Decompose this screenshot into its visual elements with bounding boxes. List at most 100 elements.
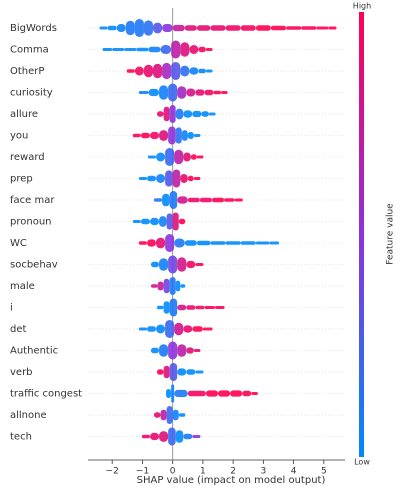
swarm-bin [160,45,172,54]
x-tick-label: 4 [291,467,297,477]
feature-label: tech [10,432,32,443]
swarm-bin [230,390,243,397]
swarm-bin [162,62,172,80]
swarm-bin [146,326,157,332]
colorbar-low: Low [354,458,370,467]
swarm-bin [163,301,170,314]
swarm-bin [177,86,187,99]
swarm-bin [180,42,190,57]
swarm-bin [218,390,231,397]
swarm-bin [169,277,176,295]
swarm-bin [316,26,329,30]
swarm-bin [174,389,188,398]
swarm-bin [124,48,137,51]
swarm-bin [286,26,302,30]
swarm-bin [178,413,186,417]
feature-label: WC [10,238,27,249]
swarm-bin [186,347,194,354]
x-tick-label: 0 [170,467,176,477]
swarm-bin [174,322,184,336]
swarm-bin [168,427,176,446]
swarm-bin [187,175,194,182]
swarm-bin [186,305,196,310]
swarm-bin [184,25,197,31]
swarm-bin [172,169,181,188]
feature-label: socbehav [10,260,58,271]
swarm-bin [180,284,186,288]
swarm-bin [168,341,178,360]
swarm-bin [224,198,235,202]
swarm-bin [234,198,243,202]
swarm-bin [156,111,164,117]
x-tick-label: 3 [260,467,266,477]
swarm-bin [146,175,157,182]
swarm-bin [150,347,160,354]
swarm-bin [146,239,157,247]
swarm-bin [201,111,209,117]
swarm-bin [140,218,150,225]
swarm-bin [202,327,213,331]
swarm-bin [204,306,215,309]
swarm-bin [196,25,211,31]
swarm-bin [186,260,196,269]
swarm-bin [156,237,166,249]
swarm-bin [172,24,185,32]
swarm-bin [132,133,141,138]
swarm-bin [240,25,256,31]
swarm-bin [172,212,179,231]
swarm-bin [138,91,149,94]
swarm-bin [140,132,150,139]
swarm-bin [156,305,164,310]
swarm-bin [138,241,147,245]
swarm-bin [165,170,173,187]
colorbar-high: High [353,2,371,11]
swarm-bin [195,263,204,266]
swarm-bin [301,26,317,30]
feature-label: traffic congest [10,389,82,400]
swarm-bin [186,88,196,97]
swarm-bin [180,65,190,77]
swarm-bin [168,255,178,274]
swarm-bin [177,368,187,376]
swarm-bin [175,108,184,120]
swarm-bin [328,26,337,30]
feature-label: face mar [10,195,55,206]
feature-label: OtherP [10,66,44,77]
swarm-bin [165,148,175,166]
feature-label: Comma [10,45,49,56]
swarm-bin [163,106,170,122]
swarm-bin [107,25,117,31]
swarm-bin [208,112,216,116]
swarm-bin [171,384,175,403]
swarm-bin [189,67,199,75]
swarm-bin [175,430,184,443]
swarm-bin [169,298,178,317]
swarm-bin [195,305,205,310]
swarm-bin [166,389,172,398]
swarm-bin [168,83,178,102]
swarm-bin [178,218,186,225]
swarm-bin [126,69,135,73]
swarm-bin [138,177,147,180]
swarm-bin [195,89,205,96]
swarm-bin [198,46,206,53]
swarm-bin [156,152,166,162]
swarm-bin [166,406,173,424]
swarm-bin [175,280,181,292]
swarm-bin [157,281,164,291]
swarm-bin [149,131,160,140]
swarm-bin [211,197,225,203]
swarm-bin [159,431,169,442]
swarm-bin [187,131,194,140]
swarm-bin [183,152,191,162]
swarm-bin [190,154,197,160]
swarm-bin [177,344,187,357]
swarm-bin [184,240,197,246]
swarm-bin [193,349,201,352]
feature-label: pronoun [10,217,52,228]
x-tick-label: 2 [230,467,236,477]
feature-label: you [10,131,28,142]
swarm-bin [163,365,170,379]
swarm-bin [149,217,160,226]
